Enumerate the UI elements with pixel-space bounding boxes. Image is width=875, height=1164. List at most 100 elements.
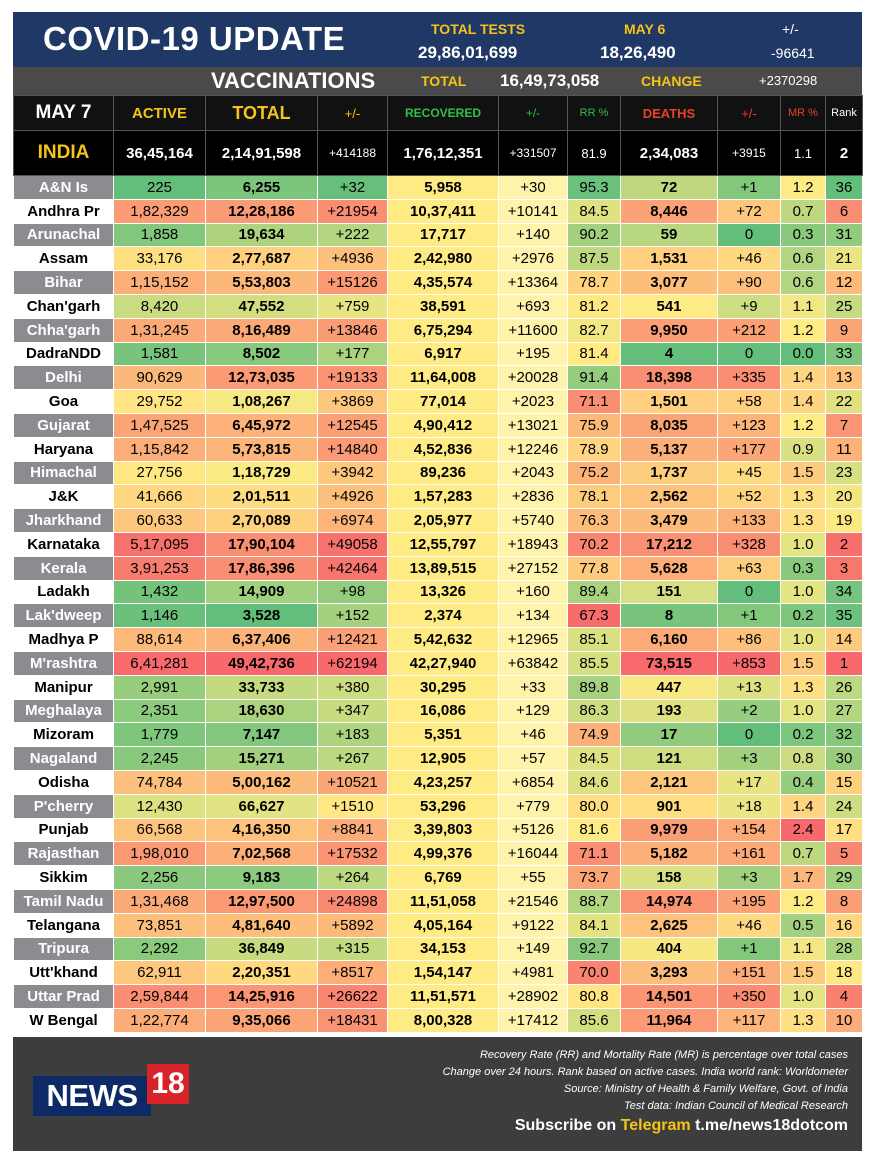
state-name: Haryana: [13, 436, 114, 462]
state-rank: 29: [825, 865, 863, 890]
state-rank: 25: [825, 293, 863, 319]
state-total-change: +24898: [317, 888, 388, 914]
state-deaths-change: +58: [717, 389, 781, 414]
state-deaths: 8,035: [620, 412, 718, 438]
state-name: Chan'garh: [13, 293, 114, 319]
state-deaths-change: +45: [717, 460, 781, 486]
state-name: Punjab: [13, 817, 114, 843]
state-recovered-change: +12965: [498, 627, 568, 652]
state-mr: 1.4: [780, 365, 826, 391]
state-recovered: 6,75,294: [387, 317, 499, 343]
state-total: 4,16,350: [205, 817, 318, 843]
state-name: Odisha: [13, 769, 114, 795]
footer-notes: Recovery Rate (RR) and Mortality Rate (M…: [443, 1047, 848, 1115]
state-mr: 0.3: [780, 222, 826, 248]
state-mr: 1.3: [780, 508, 826, 533]
state-deaths: 404: [620, 936, 718, 962]
state-total: 49,42,736: [205, 650, 318, 676]
state-total-change: +14840: [317, 436, 388, 462]
state-active: 1,432: [113, 579, 206, 605]
state-total: 2,20,351: [205, 960, 318, 986]
state-recovered: 5,42,632: [387, 627, 499, 652]
state-total: 19,634: [205, 222, 318, 248]
state-rank: 15: [825, 769, 863, 795]
state-rr: 80.8: [567, 984, 621, 1009]
state-rank: 12: [825, 270, 863, 295]
state-recovered-change: +28902: [498, 984, 568, 1009]
tests-change-label: +/-: [782, 21, 799, 37]
state-rr: 92.7: [567, 936, 621, 962]
column-header-date: MAY 7: [13, 95, 114, 131]
state-deaths-change: +133: [717, 508, 781, 533]
state-rr: 81.2: [567, 293, 621, 319]
state-rank: 1: [825, 650, 863, 676]
state-recovered-change: +140: [498, 222, 568, 248]
column-header-rr: RR %: [567, 95, 621, 131]
state-total-change: +759: [317, 293, 388, 319]
state-active: 225: [113, 175, 206, 200]
state-name: Chha'garh: [13, 317, 114, 343]
state-total: 12,28,186: [205, 198, 318, 224]
state-total: 9,35,066: [205, 1007, 318, 1033]
state-rr: 70.0: [567, 960, 621, 986]
state-total: 17,90,104: [205, 531, 318, 557]
state-name: Ladakh: [13, 579, 114, 605]
table-row: Gujarat 1,47,525 6,45,972 +12545 4,90,412 +13…: [13, 412, 863, 438]
state-active: 1,31,245: [113, 317, 206, 343]
state-rank: 9: [825, 317, 863, 343]
state-recovered-change: +16044: [498, 841, 568, 867]
table-row: Tamil Nadu 1,31,468 12,97,500 +24898 11,51,0…: [13, 888, 863, 914]
note-line: Test data: Indian Council of Medical Res…: [624, 1100, 848, 1112]
state-active: 73,851: [113, 912, 206, 938]
may6-value: 18,26,490: [600, 43, 676, 62]
state-total-change: +152: [317, 603, 388, 629]
state-recovered: 42,27,940: [387, 650, 499, 676]
state-total-change: +15126: [317, 270, 388, 295]
state-name: Karnataka: [13, 531, 114, 557]
state-active: 3,91,253: [113, 555, 206, 581]
state-deaths: 541: [620, 293, 718, 319]
state-rr: 78.1: [567, 484, 621, 510]
state-recovered: 77,014: [387, 389, 499, 414]
state-mr: 0.9: [780, 436, 826, 462]
state-deaths: 14,974: [620, 888, 718, 914]
state-name: Kerala: [13, 555, 114, 581]
table-row: Delhi 90,629 12,73,035 +19133 11,64,008 +2002…: [13, 365, 863, 391]
state-active: 90,629: [113, 365, 206, 391]
state-rr: 70.2: [567, 531, 621, 557]
state-total-change: +3942: [317, 460, 388, 486]
state-rr: 85.1: [567, 627, 621, 652]
state-active: 8,420: [113, 293, 206, 319]
state-name: Rajasthan: [13, 841, 114, 867]
state-deaths-change: +3: [717, 865, 781, 890]
state-rank: 8: [825, 888, 863, 914]
table-row: Ladakh 1,432 14,909 +98 13,326 +160 89.4 151 0 1.…: [13, 579, 863, 605]
state-recovered-change: +2043: [498, 460, 568, 486]
state-active: 1,15,152: [113, 270, 206, 295]
state-deaths-change: 0: [717, 341, 781, 367]
state-rr: 85.6: [567, 1007, 621, 1033]
india-rr: 81.9: [567, 130, 621, 176]
state-total: 6,45,972: [205, 412, 318, 438]
state-total: 15,271: [205, 746, 318, 771]
table-row: Tripura 2,292 36,849 +315 34,153 +149 92.7 404 +…: [13, 936, 863, 962]
state-deaths-change: +177: [717, 436, 781, 462]
state-name: M'rashtra: [13, 650, 114, 676]
state-deaths: 9,979: [620, 817, 718, 843]
state-total-change: +17532: [317, 841, 388, 867]
state-total: 7,02,568: [205, 841, 318, 867]
state-total-change: +49058: [317, 531, 388, 557]
telegram-link[interactable]: t.me/news18dotcom: [695, 1117, 848, 1134]
vaccinations-total-value: 16,49,73,058: [500, 71, 600, 90]
state-rr: 71.1: [567, 841, 621, 867]
state-recovered-change: +779: [498, 793, 568, 819]
state-rr: 84.5: [567, 198, 621, 224]
state-deaths: 5,137: [620, 436, 718, 462]
column-header-deaths: DEATHS: [620, 95, 718, 131]
state-recovered: 11,64,008: [387, 365, 499, 391]
state-recovered: 17,717: [387, 222, 499, 248]
state-recovered-change: +160: [498, 579, 568, 605]
column-header-mr: MR %: [780, 95, 826, 131]
state-deaths: 73,515: [620, 650, 718, 676]
state-name: DadraNDD: [13, 341, 114, 367]
